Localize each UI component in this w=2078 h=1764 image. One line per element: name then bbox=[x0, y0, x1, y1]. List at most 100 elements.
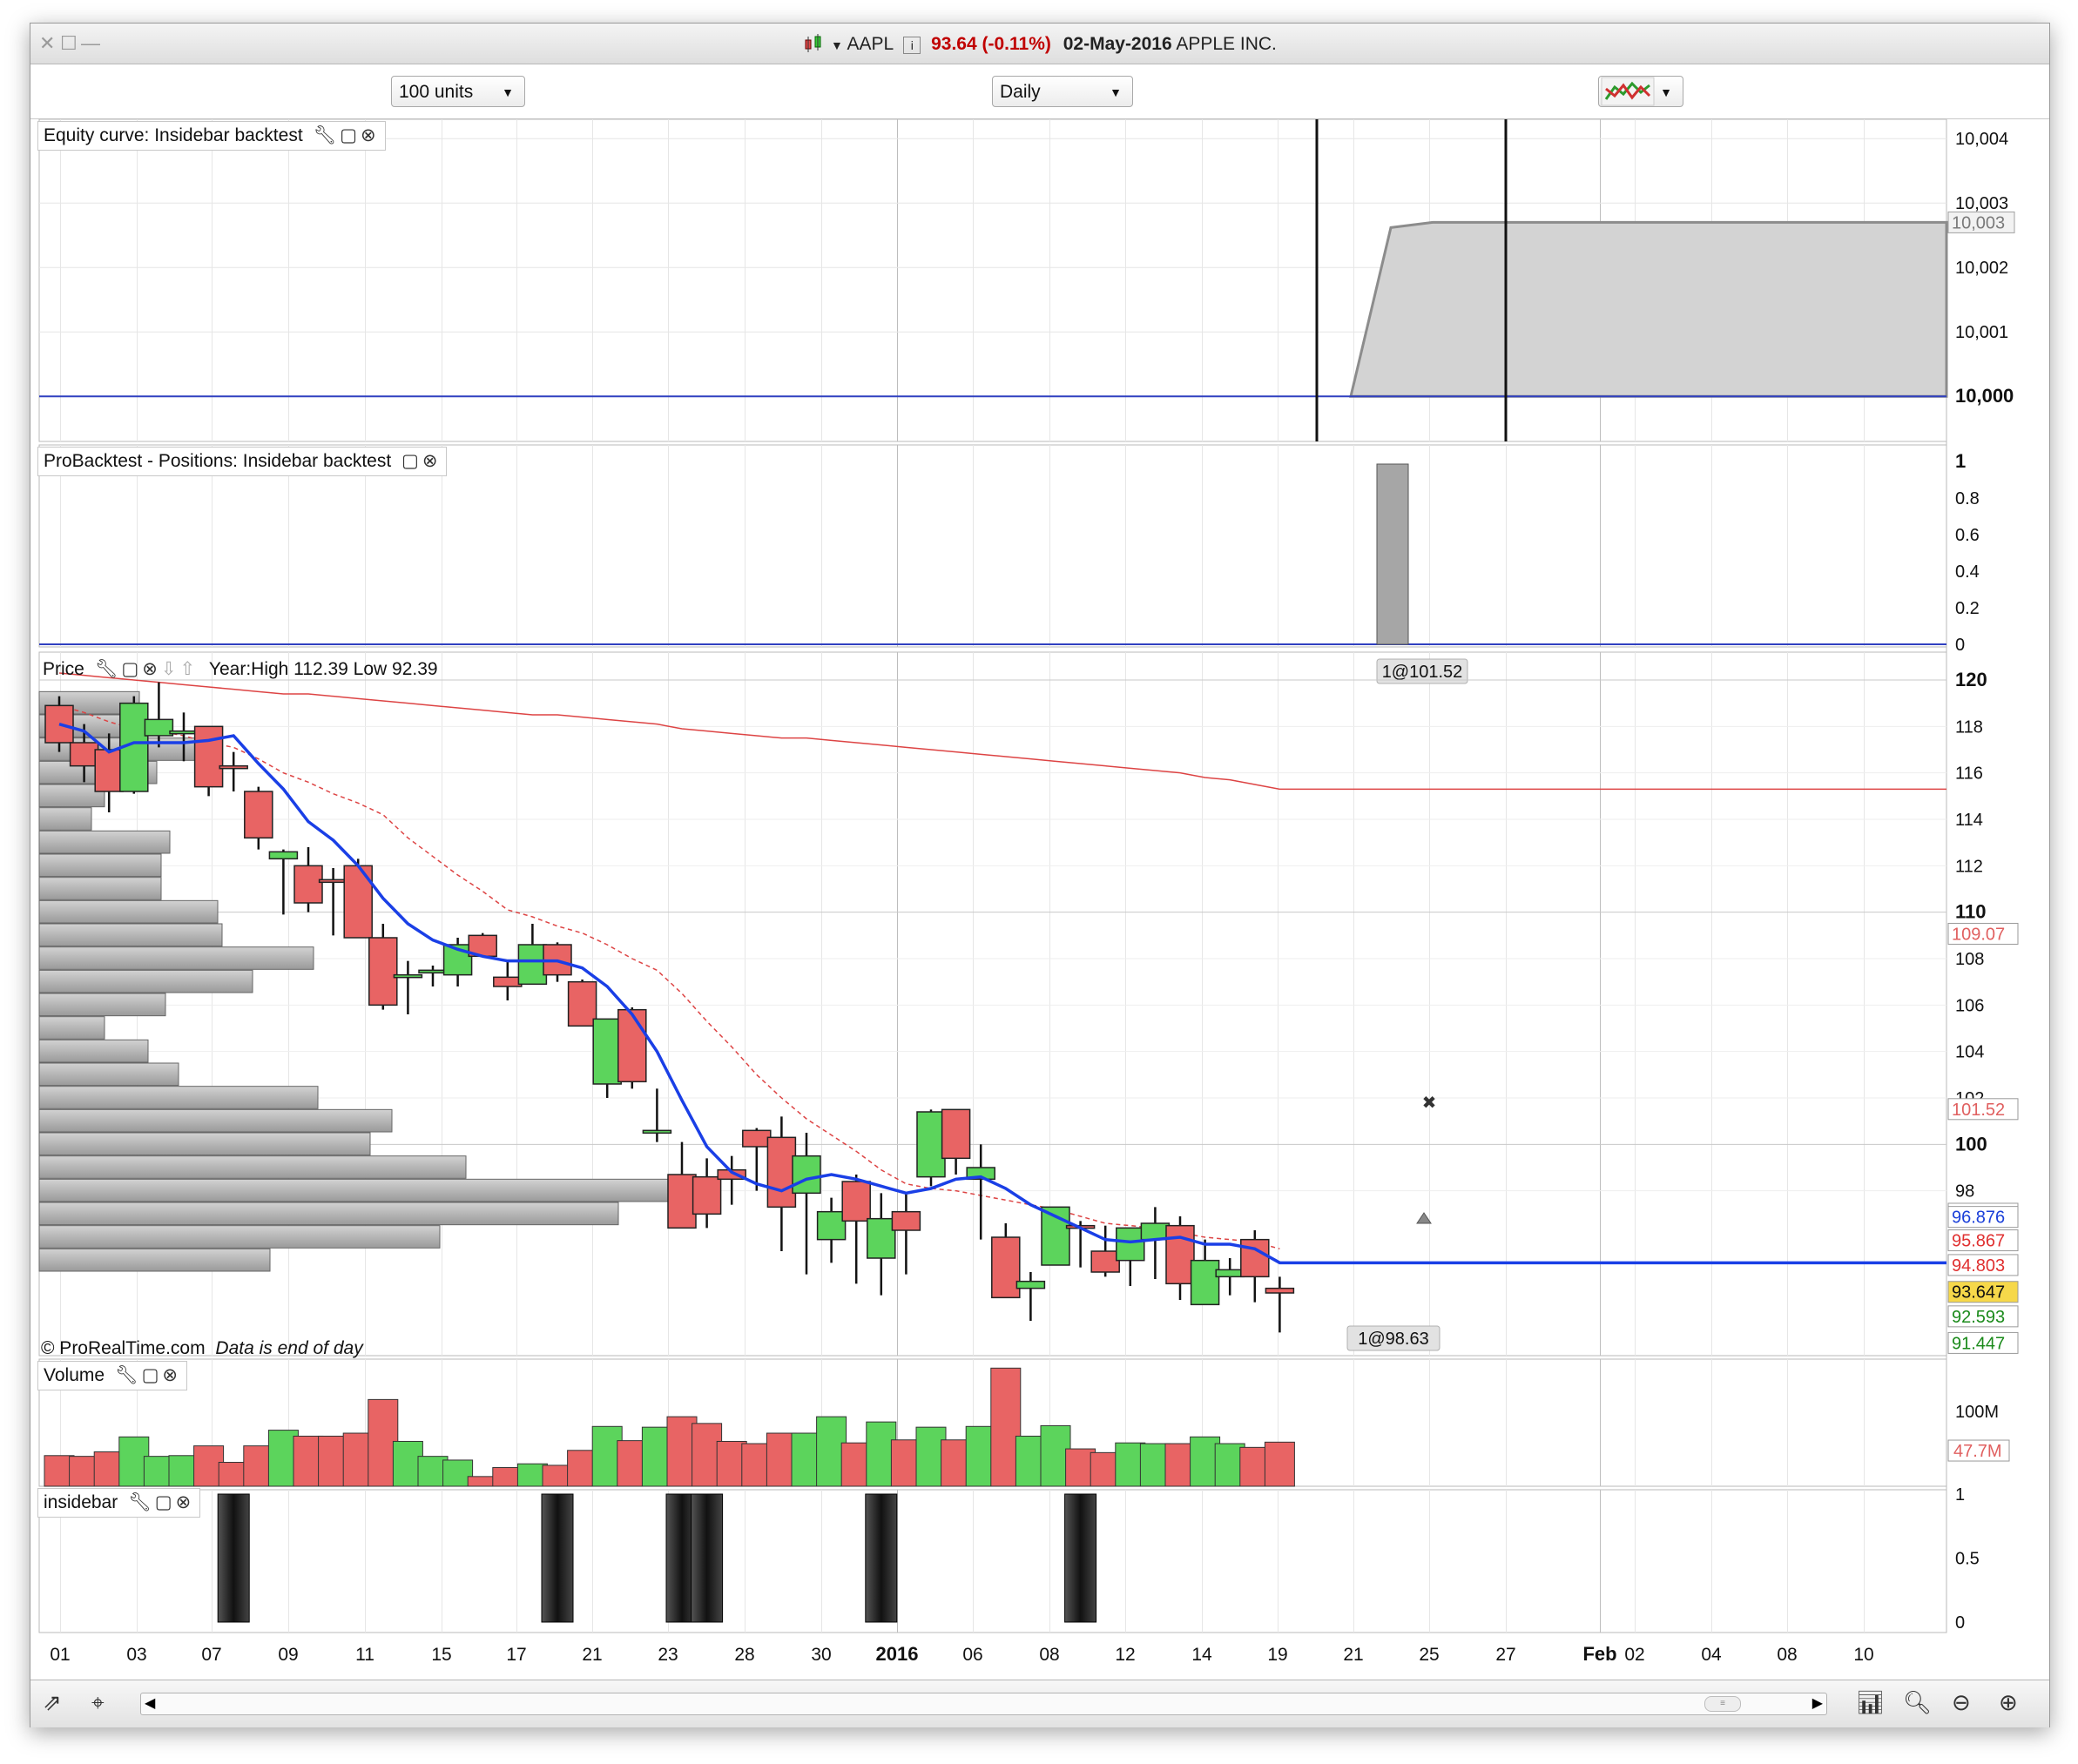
x-axis-label: 17 bbox=[506, 1645, 526, 1665]
window-title: ▼ AAPL i 93.64 (-0.11%) 02-May-2016 APPL… bbox=[30, 33, 2049, 55]
panel-maximize-icon[interactable]: ▢ bbox=[401, 451, 422, 471]
chart-area[interactable]: 01 03 07 09 11 15 17 21 23 28 30 2016 06 08 12 14 19 21 25… bbox=[30, 24, 2049, 1680]
candle-up bbox=[268, 851, 299, 860]
wrench-icon[interactable]: 🔧︎ bbox=[114, 1365, 142, 1385]
maximize-window-icon[interactable]: ☐ bbox=[60, 32, 78, 54]
panel-close-icon[interactable]: ⊗ bbox=[142, 659, 161, 679]
scroll-thumb[interactable]: ≡ bbox=[1704, 1696, 1741, 1712]
candle-down bbox=[692, 1175, 722, 1215]
price-y-tick: 114 bbox=[1955, 811, 1983, 830]
scroll-right-icon[interactable]: ▶ bbox=[1812, 1696, 1823, 1711]
volume-profile-bar bbox=[38, 1155, 467, 1179]
candle-up bbox=[393, 973, 423, 979]
volume-profile-bar bbox=[38, 1178, 693, 1202]
volume-bar bbox=[1264, 1441, 1295, 1487]
quote-date: 02-May-2016 bbox=[1063, 34, 1172, 54]
price-y-tick: 106 bbox=[1955, 996, 1984, 1015]
candle-down bbox=[766, 1136, 797, 1209]
equity-panel-label[interactable]: Equity curve: Insidebar backtest 🔧︎▢⊗ bbox=[37, 121, 386, 151]
price-right-tag: 109.07 bbox=[1952, 925, 2005, 944]
price-y-tick: 98 bbox=[1955, 1182, 1974, 1202]
chart-layout-icon[interactable]: 📊︎ bbox=[1856, 1689, 1886, 1715]
units-select[interactable]: 100 units ▼ bbox=[391, 76, 525, 107]
move-down-icon[interactable]: ⇩ bbox=[160, 659, 180, 679]
candle-down bbox=[69, 742, 99, 767]
equity-y-tick: 10,001 bbox=[1955, 323, 2008, 342]
chart-export-icon[interactable]: ⇗ bbox=[43, 1689, 62, 1715]
sma-fast-line bbox=[58, 722, 1946, 1265]
price-right-tag-box bbox=[1947, 1331, 2019, 1354]
x-axis-label: 07 bbox=[201, 1645, 221, 1665]
x-axis-label: 30 bbox=[811, 1645, 831, 1665]
x-axis-label: 08 bbox=[1039, 1645, 1059, 1665]
x-axis-label: 27 bbox=[1495, 1645, 1515, 1665]
volume-panel-label[interactable]: Volume 🔧︎▢⊗ bbox=[37, 1361, 188, 1390]
minimize-window-icon[interactable]: — bbox=[81, 32, 100, 54]
move-up-icon[interactable]: ⇧ bbox=[179, 659, 199, 679]
panel-maximize-icon[interactable]: ▢ bbox=[121, 659, 143, 679]
symbol-dropdown-arrow-icon[interactable]: ▼ bbox=[830, 38, 843, 52]
panel-close-icon[interactable]: ⊗ bbox=[175, 1492, 195, 1512]
wrench-icon[interactable]: 🔧︎ bbox=[128, 1492, 155, 1512]
insidebar-signal-bar bbox=[691, 1493, 724, 1623]
volume-profile-bar bbox=[38, 784, 105, 808]
company-name: APPLE INC. bbox=[1176, 34, 1277, 54]
period-select-value: Daily bbox=[1000, 82, 1041, 102]
period-select[interactable]: Daily ▼ bbox=[992, 76, 1133, 107]
x-axis-label: 21 bbox=[1343, 1645, 1363, 1665]
panel-close-icon[interactable]: ⊗ bbox=[422, 451, 442, 471]
candle-down bbox=[667, 1174, 697, 1229]
candle-up bbox=[1215, 1269, 1245, 1278]
panel-maximize-icon[interactable]: ▢ bbox=[340, 125, 361, 145]
x-axis-label: 09 bbox=[278, 1645, 298, 1665]
indicators-button[interactable]: ▼ bbox=[1598, 76, 1683, 107]
wrench-icon[interactable]: 🔧︎ bbox=[313, 125, 341, 145]
volume-profile-bar bbox=[38, 1062, 179, 1087]
insidebar-y-tick: 0 bbox=[1955, 1613, 1965, 1633]
positions-y-tick: 0.2 bbox=[1955, 599, 1980, 618]
insidebar-panel-label[interactable]: insidebar 🔧︎▢⊗ bbox=[37, 1488, 201, 1518]
candle-down bbox=[841, 1181, 871, 1222]
zoom-in-icon[interactable]: ⊕ bbox=[1999, 1689, 2018, 1715]
zoom-out-icon[interactable]: ⊖ bbox=[1952, 1689, 1971, 1715]
candlestick-icon[interactable] bbox=[803, 33, 826, 54]
entry-arrow-icon bbox=[1416, 1212, 1432, 1224]
candle-up bbox=[144, 718, 174, 737]
chevron-down-icon: ▼ bbox=[1660, 85, 1672, 99]
close-window-icon[interactable]: ✕ bbox=[39, 32, 56, 54]
volume-profile-bar bbox=[38, 1016, 105, 1040]
candle-down bbox=[219, 764, 248, 770]
insidebar-signal-bar bbox=[541, 1493, 574, 1623]
candle-down bbox=[94, 749, 124, 792]
volume-panel-title: Volume bbox=[44, 1365, 105, 1385]
candle-up bbox=[418, 969, 448, 974]
panel-maximize-icon[interactable]: ▢ bbox=[154, 1492, 176, 1512]
insidebar-signal-bar bbox=[1064, 1493, 1097, 1623]
price-right-tag-box bbox=[1947, 1281, 2019, 1303]
candle-up bbox=[792, 1155, 821, 1195]
insidebar-panel-title: insidebar bbox=[44, 1492, 118, 1512]
wrench-icon[interactable]: 🔧︎ bbox=[94, 659, 122, 679]
candle-up bbox=[1041, 1206, 1070, 1266]
time-scrollbar[interactable]: ◀ ≡ ▶ bbox=[140, 1693, 1827, 1715]
price-panel-label[interactable]: Price 🔧︎▢⊗⇩⇧ Year:High 112.39 Low 92.39 bbox=[37, 656, 443, 683]
cursor-tool-icon[interactable]: ⌖ bbox=[91, 1689, 105, 1715]
x-axis-label: 11 bbox=[355, 1645, 374, 1665]
symbol-label[interactable]: AAPL bbox=[847, 34, 894, 54]
volume-profile-bar bbox=[38, 1225, 441, 1249]
panel-close-icon[interactable]: ⊗ bbox=[162, 1365, 182, 1385]
volume-profile-bar bbox=[38, 946, 314, 970]
positions-panel-label[interactable]: ProBacktest - Positions: Insidebar backt… bbox=[37, 447, 448, 476]
zoom-fit-icon[interactable]: 🔍︎ bbox=[1903, 1689, 1933, 1715]
volume-profile-bar bbox=[38, 1108, 393, 1133]
scroll-left-icon[interactable]: ◀ bbox=[145, 1696, 156, 1711]
panel-close-icon[interactable]: ⊗ bbox=[361, 125, 380, 145]
price-y-tick: 110 bbox=[1955, 901, 1987, 923]
positions-y-tick: 1 bbox=[1955, 450, 1966, 472]
candle-up bbox=[517, 944, 548, 986]
panel-maximize-icon[interactable]: ▢ bbox=[141, 1365, 163, 1385]
position-bar bbox=[1376, 463, 1409, 645]
x-axis-label: 08 bbox=[1777, 1645, 1797, 1665]
info-icon[interactable]: i bbox=[903, 37, 921, 54]
x-axis-label: Feb bbox=[1582, 1643, 1616, 1665]
